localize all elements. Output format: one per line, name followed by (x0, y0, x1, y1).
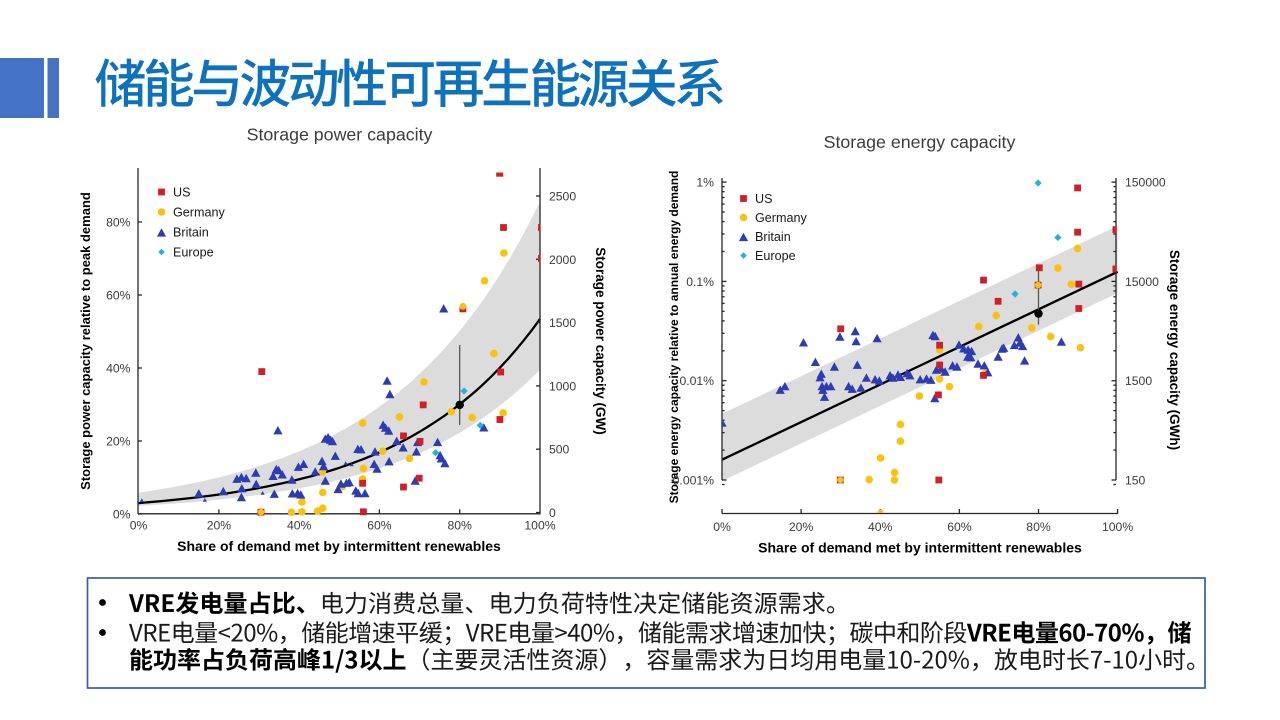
svg-text:500: 500 (549, 443, 570, 457)
svg-text:80%: 80% (1026, 520, 1051, 534)
svg-text:0%: 0% (113, 508, 131, 522)
svg-text:Germany: Germany (173, 206, 225, 220)
svg-text:Germany: Germany (755, 211, 807, 225)
svg-text:1500: 1500 (549, 316, 576, 330)
svg-text:0.1%: 0.1% (686, 275, 714, 289)
svg-text:20%: 20% (207, 519, 232, 533)
svg-text:150: 150 (1125, 474, 1146, 488)
svg-text:1500: 1500 (1125, 374, 1152, 388)
svg-text:60%: 60% (367, 519, 392, 533)
svg-text:100%: 100% (1102, 520, 1133, 534)
svg-text:15000: 15000 (1125, 275, 1159, 289)
svg-text:150000: 150000 (1125, 176, 1166, 190)
svg-text:20%: 20% (106, 435, 131, 449)
svg-text:2500: 2500 (549, 190, 576, 204)
svg-text:Europe: Europe (755, 249, 796, 263)
svg-text:Storage power capacity: Storage power capacity (247, 125, 433, 145)
svg-text:Britain: Britain (173, 226, 209, 240)
svg-text:0.001%: 0.001% (673, 474, 714, 488)
svg-text:Europe: Europe (173, 246, 214, 260)
svg-text:1000: 1000 (549, 379, 576, 393)
svg-text:Storage energy capacity: Storage energy capacity (824, 132, 1016, 152)
svg-text:100%: 100% (524, 519, 555, 533)
svg-text:60%: 60% (106, 289, 131, 303)
svg-text:40%: 40% (106, 362, 131, 376)
svg-text:0%: 0% (713, 520, 731, 534)
svg-text:2000: 2000 (549, 253, 576, 267)
svg-text:80%: 80% (106, 216, 131, 230)
svg-text:0.01%: 0.01% (679, 374, 714, 388)
svg-text:US: US (173, 186, 191, 200)
svg-text:0%: 0% (130, 519, 148, 533)
svg-text:US: US (755, 192, 773, 206)
svg-text:Storage power capacity (GW): Storage power capacity (GW) (593, 247, 608, 435)
svg-text:Storage energy capacity (GWh): Storage energy capacity (GWh) (1167, 250, 1182, 450)
svg-text:40%: 40% (287, 519, 312, 533)
svg-text:Share of demand met by intermi: Share of demand met by intermittent rene… (758, 540, 1082, 556)
svg-text:Storage energy capacity relati: Storage energy capacity relative to annu… (667, 171, 681, 504)
svg-text:60%: 60% (947, 520, 972, 534)
svg-text:20%: 20% (789, 520, 814, 534)
svg-text:80%: 80% (447, 519, 472, 533)
svg-text:Britain: Britain (755, 230, 791, 244)
svg-text:Share of demand met by intermi: Share of demand met by intermittent rene… (177, 538, 501, 554)
svg-text:1%: 1% (696, 176, 714, 190)
svg-text:40%: 40% (868, 520, 893, 534)
svg-text:0: 0 (549, 506, 556, 520)
svg-text:Storage power capacity relativ: Storage power capacity relative to peak … (78, 192, 93, 490)
